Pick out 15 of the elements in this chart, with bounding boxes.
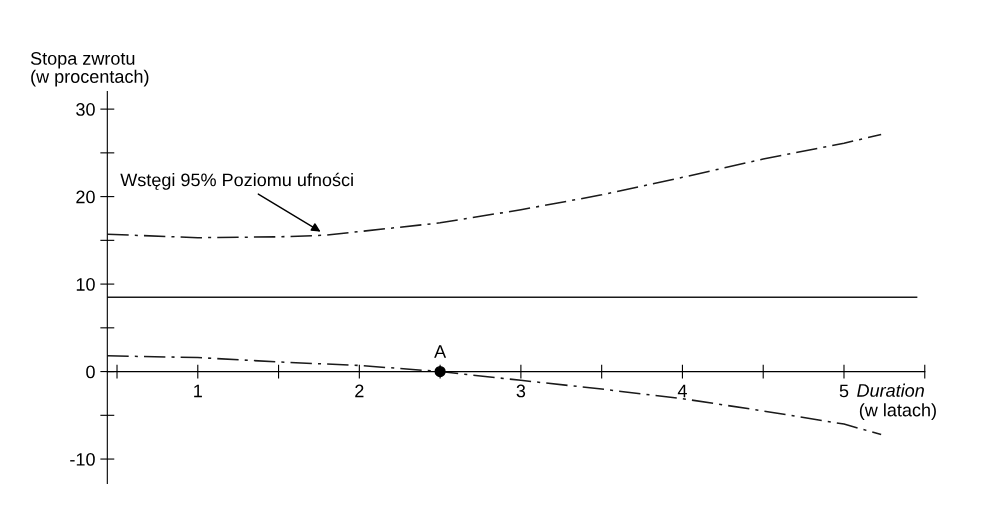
x-tick-label: 1 bbox=[194, 384, 202, 398]
x-tick-label: 3 bbox=[516, 384, 526, 398]
x-tick-label: 4 bbox=[677, 384, 687, 398]
annotation: A bbox=[434, 345, 447, 358]
y-tick-label: 20 bbox=[76, 190, 95, 204]
y-axis-title: Stopa zwrotu (w procentach) bbox=[30, 52, 149, 87]
y-tick-label: 0 bbox=[86, 365, 95, 379]
y-tick-label: 30 bbox=[76, 103, 95, 116]
y-tick-label: 10 bbox=[76, 278, 95, 291]
y-tick-label: -10 bbox=[70, 452, 95, 466]
annotation: Wstęgi 95% Poziomu ufności bbox=[120, 172, 353, 190]
line-series bbox=[107, 133, 882, 239]
x-axis-title: Duration (w latach) bbox=[857, 383, 936, 421]
x-tick-label: 5 bbox=[839, 384, 849, 398]
x-tick-label: 2 bbox=[355, 384, 364, 398]
